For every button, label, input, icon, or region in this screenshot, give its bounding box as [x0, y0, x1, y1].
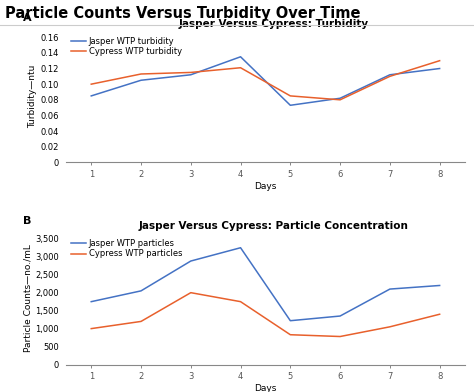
Cypress WTP particles	[437, 312, 442, 317]
Jasper WTP particles	[88, 299, 94, 304]
Text: B: B	[23, 216, 31, 226]
Cypress WTP particles	[287, 332, 293, 337]
Jasper WTP turbidity	[88, 94, 94, 98]
Legend: Jasper WTP turbidity, Cypress WTP turbidity: Jasper WTP turbidity, Cypress WTP turbid…	[71, 36, 183, 57]
Legend: Jasper WTP particles, Cypress WTP particles: Jasper WTP particles, Cypress WTP partic…	[71, 238, 183, 259]
Text: Jasper Versus Cypress: Turbidity: Jasper Versus Cypress: Turbidity	[178, 19, 368, 29]
Jasper WTP particles	[188, 259, 193, 263]
Jasper WTP turbidity	[287, 103, 293, 108]
Cypress WTP particles	[88, 326, 94, 331]
Jasper WTP particles	[287, 318, 293, 323]
Line: Cypress WTP turbidity: Cypress WTP turbidity	[91, 61, 439, 100]
Jasper WTP turbidity	[437, 66, 442, 71]
Y-axis label: Particle Counts—no./mL: Particle Counts—no./mL	[23, 244, 32, 352]
Cypress WTP particles	[337, 334, 343, 339]
Cypress WTP particles	[387, 325, 392, 329]
Text: Particle Counts Versus Turbidity Over Time: Particle Counts Versus Turbidity Over Ti…	[5, 6, 360, 21]
Jasper WTP particles	[387, 287, 392, 291]
Jasper WTP turbidity	[387, 73, 392, 77]
Jasper WTP turbidity	[337, 96, 343, 101]
Line: Jasper WTP particles: Jasper WTP particles	[91, 248, 439, 321]
X-axis label: Days: Days	[254, 182, 277, 191]
Jasper WTP particles	[437, 283, 442, 288]
Jasper WTP turbidity	[237, 54, 244, 59]
Line: Jasper WTP turbidity: Jasper WTP turbidity	[91, 57, 439, 105]
Cypress WTP particles	[138, 319, 144, 324]
Jasper WTP particles	[237, 245, 244, 250]
Cypress WTP turbidity	[337, 98, 343, 102]
Cypress WTP turbidity	[287, 94, 293, 98]
Y-axis label: Turbidity—ntu: Turbidity—ntu	[28, 64, 37, 127]
Cypress WTP particles	[188, 290, 193, 295]
Jasper WTP turbidity	[138, 78, 144, 83]
Jasper WTP particles	[337, 314, 343, 318]
Cypress WTP turbidity	[88, 82, 94, 87]
Cypress WTP turbidity	[437, 58, 442, 63]
Jasper WTP particles	[138, 289, 144, 293]
Cypress WTP turbidity	[138, 72, 144, 76]
Jasper WTP turbidity	[188, 73, 193, 77]
Cypress WTP turbidity	[237, 65, 244, 70]
Text: Jasper Versus Cypress: Particle Concentration: Jasper Versus Cypress: Particle Concentr…	[138, 221, 408, 231]
Cypress WTP turbidity	[387, 74, 392, 79]
X-axis label: Days: Days	[254, 384, 277, 392]
Cypress WTP particles	[237, 299, 244, 304]
Text: A: A	[23, 13, 31, 24]
Line: Cypress WTP particles: Cypress WTP particles	[91, 293, 439, 336]
Cypress WTP turbidity	[188, 70, 193, 75]
